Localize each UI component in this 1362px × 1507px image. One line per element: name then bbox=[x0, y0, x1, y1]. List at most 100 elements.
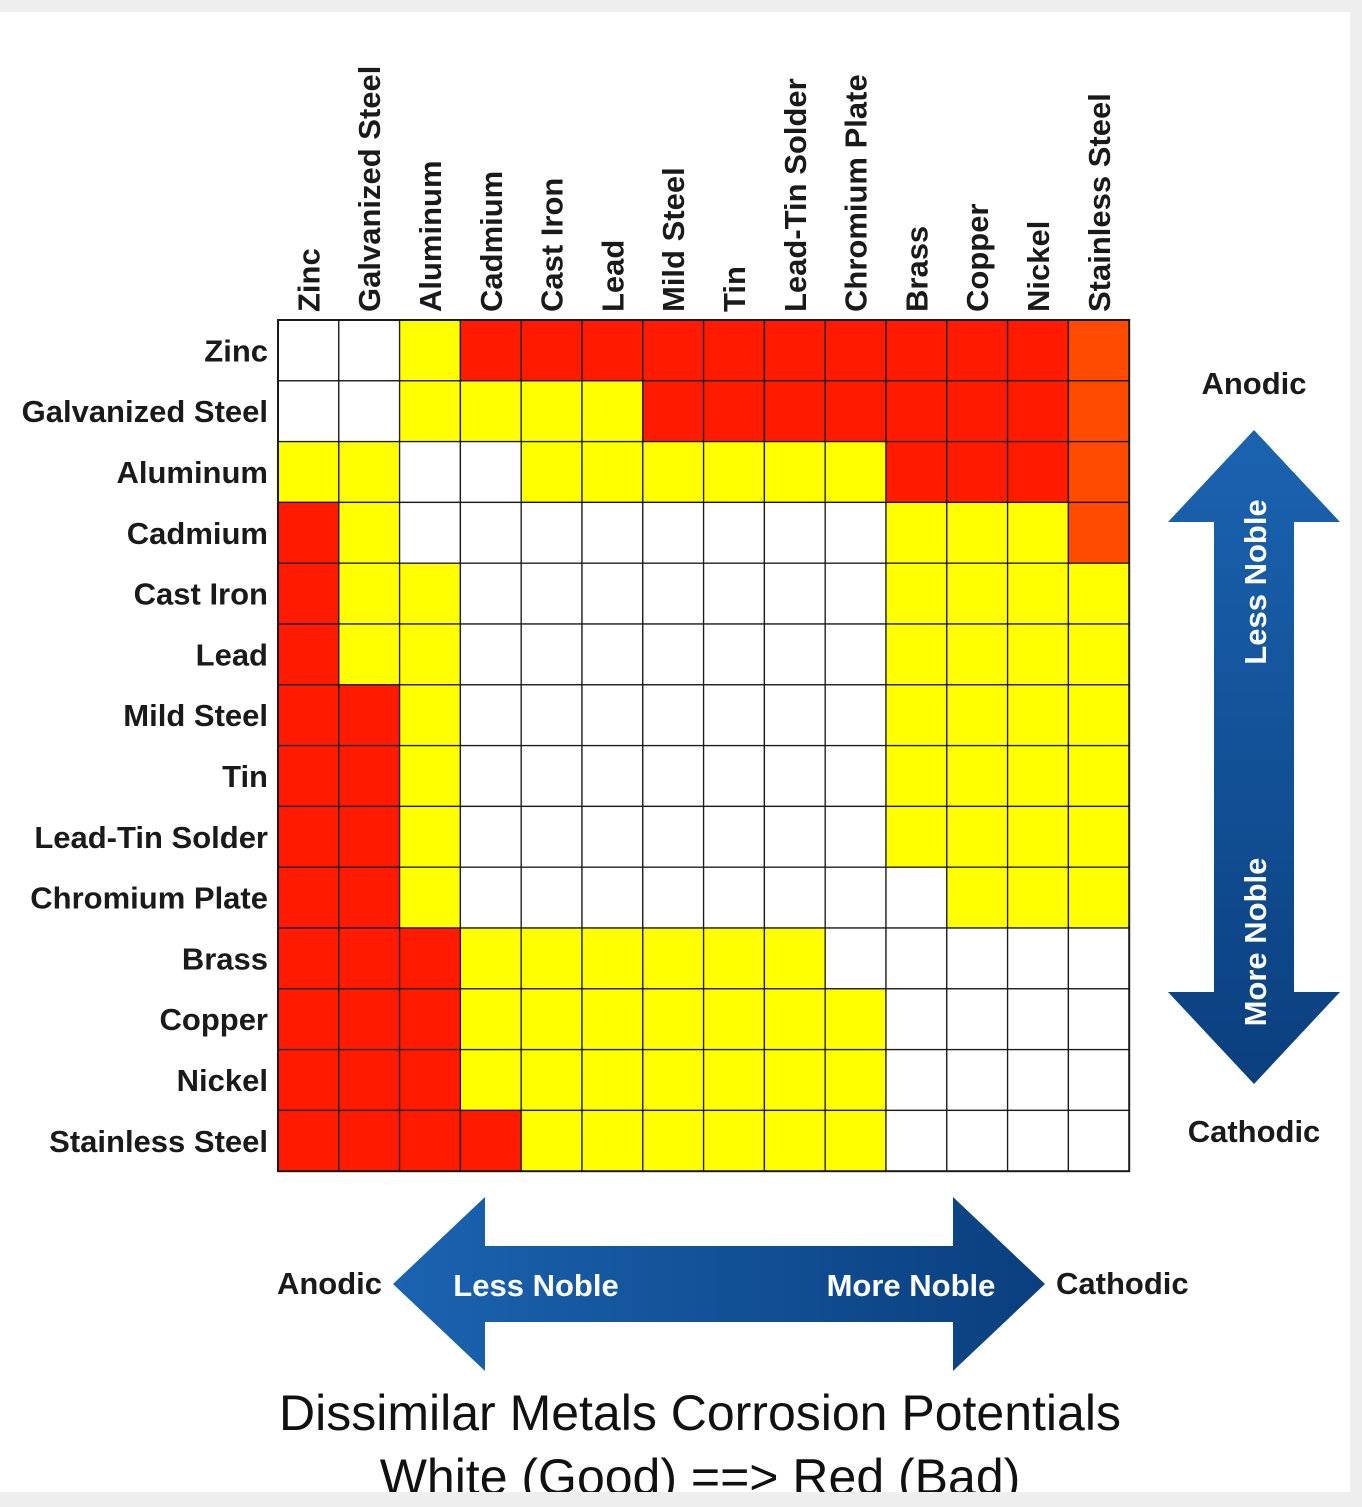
cell-mild-steel-chromium-plate bbox=[824, 684, 887, 747]
cell-lead-cadmium bbox=[459, 623, 522, 686]
cell-chromium-plate-cadmium bbox=[459, 866, 522, 929]
cell-lead-zinc bbox=[277, 623, 340, 686]
cell-tin-cadmium bbox=[459, 744, 522, 808]
cell-brass-brass bbox=[885, 927, 948, 990]
column-label-brass: Brass bbox=[899, 226, 934, 312]
cell-brass-nickel bbox=[1006, 927, 1070, 990]
cell-tin-cast-iron bbox=[520, 744, 583, 808]
row-label-mild-steel: Mild Steel bbox=[123, 698, 268, 733]
cell-galvanized-steel-mild-steel bbox=[642, 380, 705, 443]
horizontal-arrow-shape bbox=[393, 1197, 1045, 1371]
cell-nickel-cadmium bbox=[459, 1048, 522, 1112]
row-label-aluminum: Aluminum bbox=[116, 455, 268, 490]
cell-lead-tin-solder-cast-iron bbox=[520, 805, 583, 868]
vertical-arrow-bottom-label: Cathodic bbox=[1188, 1114, 1321, 1149]
cell-copper-lead-tin-solder bbox=[763, 988, 826, 1051]
cell-lead-aluminum bbox=[398, 623, 462, 686]
cell-lead-copper bbox=[946, 623, 1009, 686]
cell-nickel-chromium-plate bbox=[824, 1048, 887, 1112]
cell-aluminum-lead bbox=[581, 440, 644, 504]
cell-brass-galvanized-steel bbox=[338, 927, 401, 990]
row-label-zinc: Zinc bbox=[204, 333, 268, 368]
row-label-brass: Brass bbox=[182, 941, 268, 976]
cell-lead-tin-solder-aluminum bbox=[398, 805, 462, 868]
cell-galvanized-steel-lead-tin-solder bbox=[763, 380, 826, 443]
corrosion-chart: Zinc Galvanized Steel Aluminum Cadmium Cast … bbox=[22, 66, 1340, 1492]
cell-lead-tin-solder-chromium-plate bbox=[824, 805, 887, 868]
cell-chromium-plate-cast-iron bbox=[520, 866, 583, 929]
row-label-nickel: Nickel bbox=[177, 1063, 268, 1098]
cell-cadmium-brass bbox=[885, 501, 948, 564]
column-label-chromium-plate: Chromium Plate bbox=[839, 74, 874, 312]
cell-brass-mild-steel bbox=[642, 927, 705, 990]
cell-lead-galvanized-steel bbox=[338, 623, 401, 686]
cell-zinc-nickel bbox=[1006, 319, 1070, 382]
horizontal-noble-arrow: Anodic Cathodic Less Noble More Noble bbox=[277, 1197, 1189, 1371]
cell-galvanized-steel-brass bbox=[885, 380, 948, 443]
cell-stainless-steel-lead-tin-solder bbox=[763, 1109, 826, 1172]
cell-mild-steel-copper bbox=[946, 684, 1009, 747]
cell-tin-nickel bbox=[1006, 744, 1070, 808]
horizontal-arrow-more-noble: More Noble bbox=[827, 1268, 996, 1303]
cell-stainless-steel-lead bbox=[581, 1109, 644, 1172]
cell-zinc-lead-tin-solder bbox=[763, 319, 826, 382]
cell-mild-steel-zinc bbox=[277, 684, 340, 747]
cell-stainless-steel-cadmium bbox=[459, 1109, 522, 1172]
cell-chromium-plate-mild-steel bbox=[642, 866, 705, 929]
cell-mild-steel-stainless-steel bbox=[1067, 684, 1130, 747]
cell-lead-tin-solder-nickel bbox=[1006, 805, 1070, 868]
cell-nickel-zinc bbox=[277, 1048, 340, 1112]
cell-tin-chromium-plate bbox=[824, 744, 887, 808]
cell-nickel-brass bbox=[885, 1048, 948, 1112]
cell-tin-zinc bbox=[277, 744, 340, 808]
cell-nickel-lead bbox=[581, 1048, 644, 1112]
cell-cast-iron-stainless-steel bbox=[1067, 562, 1130, 625]
column-label-cast-iron: Cast Iron bbox=[535, 178, 570, 312]
row-label-stainless-steel: Stainless Steel bbox=[49, 1124, 268, 1159]
horizontal-arrow-left-label: Anodic bbox=[277, 1266, 382, 1301]
cell-mild-steel-lead bbox=[581, 684, 644, 747]
cell-galvanized-steel-galvanized-steel bbox=[338, 380, 401, 443]
cell-cast-iron-cadmium bbox=[459, 562, 522, 625]
cell-brass-tin bbox=[702, 927, 766, 990]
cell-mild-steel-lead-tin-solder bbox=[763, 684, 826, 747]
cell-tin-aluminum bbox=[398, 744, 462, 808]
cell-galvanized-steel-zinc bbox=[277, 380, 340, 443]
cell-aluminum-mild-steel bbox=[642, 440, 705, 504]
cell-brass-lead-tin-solder bbox=[763, 927, 826, 990]
cell-mild-steel-aluminum bbox=[398, 684, 462, 747]
cell-mild-steel-mild-steel bbox=[642, 684, 705, 747]
cell-galvanized-steel-lead bbox=[581, 380, 644, 443]
cell-cadmium-chromium-plate bbox=[824, 501, 887, 564]
horizontal-arrow-less-noble: Less Noble bbox=[453, 1268, 618, 1303]
cell-tin-galvanized-steel bbox=[338, 744, 401, 808]
cell-nickel-nickel bbox=[1006, 1048, 1070, 1112]
column-label-lead-tin-solder: Lead-Tin Solder bbox=[778, 78, 813, 312]
cell-lead-brass bbox=[885, 623, 948, 686]
chart-title: Dissimilar Metals Corrosion Potentials bbox=[279, 1385, 1121, 1441]
cell-mild-steel-tin bbox=[702, 684, 766, 747]
row-label-copper: Copper bbox=[160, 1002, 269, 1037]
cell-brass-chromium-plate bbox=[824, 927, 887, 990]
cell-aluminum-brass bbox=[885, 440, 948, 504]
cell-cadmium-cadmium bbox=[459, 501, 522, 564]
chart-panel: Zinc Galvanized Steel Aluminum Cadmium Cast … bbox=[0, 12, 1350, 1492]
vertical-arrow-shape bbox=[1168, 430, 1340, 1084]
cell-aluminum-aluminum bbox=[398, 440, 462, 504]
cell-brass-copper bbox=[946, 927, 1009, 990]
cell-nickel-aluminum bbox=[398, 1048, 462, 1112]
cell-zinc-cadmium bbox=[459, 319, 522, 382]
cell-stainless-steel-cast-iron bbox=[520, 1109, 583, 1172]
column-label-galvanized-steel: Galvanized Steel bbox=[352, 66, 387, 312]
cell-brass-aluminum bbox=[398, 927, 462, 990]
cell-zinc-zinc bbox=[277, 319, 340, 382]
column-label-copper: Copper bbox=[960, 204, 995, 313]
cell-copper-cast-iron bbox=[520, 988, 583, 1051]
cell-stainless-steel-zinc bbox=[277, 1109, 340, 1172]
cell-galvanized-steel-tin bbox=[702, 380, 766, 443]
cell-zinc-cast-iron bbox=[520, 319, 583, 382]
cell-cast-iron-copper bbox=[946, 562, 1009, 625]
cell-chromium-plate-nickel bbox=[1006, 866, 1070, 929]
cell-copper-lead bbox=[581, 988, 644, 1051]
cell-mild-steel-cadmium bbox=[459, 684, 522, 747]
